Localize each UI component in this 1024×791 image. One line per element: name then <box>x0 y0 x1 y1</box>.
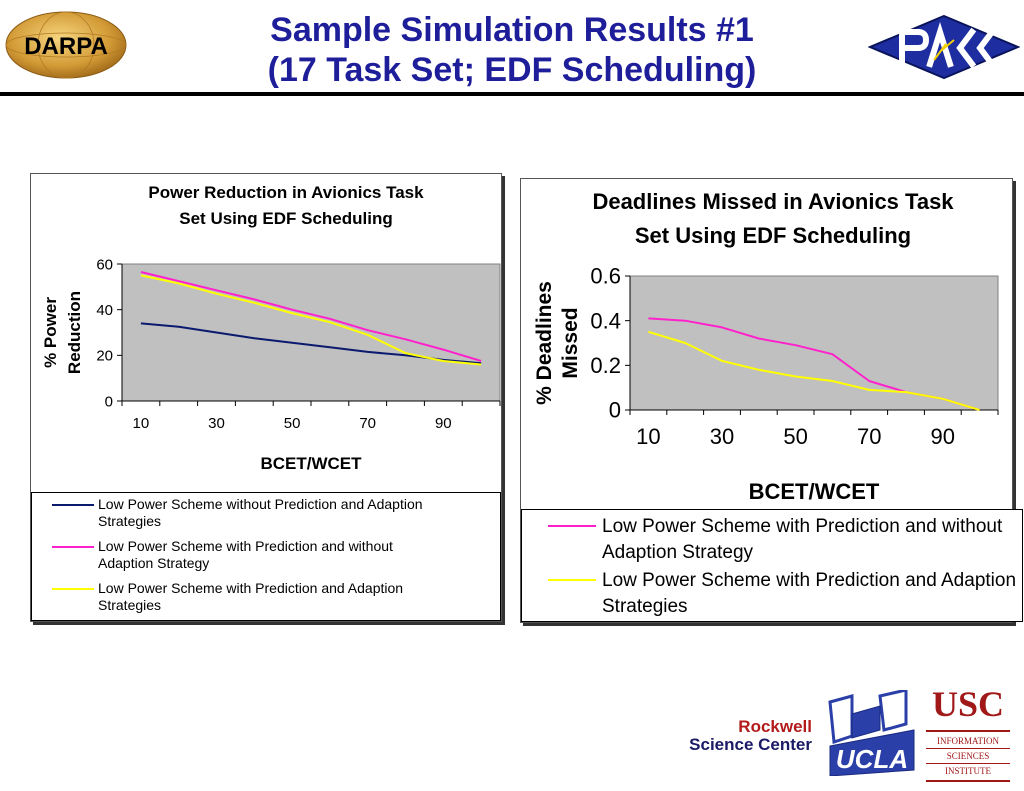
rockwell-logo: Rockwell Science Center <box>640 718 812 754</box>
legend-item-prediction-no-adaption: Low Power Scheme with Prediction and wit… <box>548 514 1002 566</box>
legend-line <box>52 588 94 590</box>
deadlines-missed-chart-panel: 0 0.2 0.4 0.6 10 30 50 70 90 Deadlines Missed in … <box>520 178 1023 623</box>
x-tick-label: 70 <box>359 415 376 432</box>
slide-title-line1: Sample Simulation Results #1 <box>270 11 754 49</box>
legend-label-line2: Strategies <box>602 596 688 617</box>
deadlines-missed-legend: Low Power Scheme with Prediction and wit… <box>521 509 1023 622</box>
series-line-3 <box>140 274 482 366</box>
legend-label-line1: Low Power Scheme with Prediction and Ada… <box>602 570 1017 591</box>
y-axis-label-line: Reduction <box>65 291 84 374</box>
power-reduction-chart: 0 20 40 60 10 30 50 70 90 Power Reduction in Avio… <box>41 183 501 473</box>
chart-title-line: Set Using EDF Scheduling <box>635 223 911 248</box>
legend-line <box>52 504 94 506</box>
darpa-text: DARPA <box>24 33 108 60</box>
x-tick-label: 50 <box>783 424 807 449</box>
y-tick-label: 0.6 <box>590 264 621 289</box>
rockwell-line2: Science Center <box>689 735 812 754</box>
x-axis-label: BCET/WCET <box>749 479 880 504</box>
x-axis-label: BCET/WCET <box>260 454 362 473</box>
darpa-logo: DARPA <box>4 10 128 85</box>
x-tick-label: 10 <box>133 415 150 432</box>
deadlines-missed-chart: 0 0.2 0.4 0.6 10 30 50 70 90 Deadlines Missed in … <box>533 189 999 504</box>
isi-line2: SCIENCES <box>926 749 1010 764</box>
plot-area <box>629 275 999 411</box>
usc-isi-logo: USC INFORMATION SCIENCES INSTITUTE <box>926 684 1010 782</box>
y-tick-label: 60 <box>96 256 113 273</box>
legend-label-line2: Adaption Strategy <box>602 542 754 563</box>
rockwell-line1: Rockwell <box>738 717 812 736</box>
y-axis-label-line: % Power <box>41 297 60 368</box>
y-axis-label-line: % Deadlines <box>533 281 556 405</box>
x-tick-label: 30 <box>208 415 225 432</box>
plot-area <box>121 263 501 402</box>
legend-line <box>548 525 596 527</box>
legend-label-line1: Low Power Scheme with Prediction and Ada… <box>98 580 404 596</box>
power-reduction-chart-panel: 0 20 40 60 10 30 50 70 90 Power Reduction in Avio… <box>30 173 502 622</box>
isi-line1: INFORMATION <box>926 734 1010 749</box>
legend-label-line2: Strategies <box>98 597 162 613</box>
y-tick-label: 40 <box>96 302 113 319</box>
legend-item-no-prediction: Low Power Scheme without Prediction and … <box>52 496 423 530</box>
ucla-text: UCLA <box>836 744 908 774</box>
isi-box: INFORMATION SCIENCES INSTITUTE <box>926 730 1010 782</box>
y-tick-label: 0 <box>609 398 621 423</box>
isi-line3: INSTITUTE <box>945 766 991 776</box>
legend-label-line1: Low Power Scheme with Prediction and wit… <box>98 538 393 554</box>
legend-label-line1: Low Power Scheme without Prediction and … <box>98 496 423 512</box>
legend-item-prediction-no-adaption: Low Power Scheme with Prediction and wit… <box>52 538 393 572</box>
legend-line <box>52 546 94 548</box>
usc-text: USC <box>931 684 1005 724</box>
x-tick-label: 50 <box>284 415 301 432</box>
legend-label-line1: Low Power Scheme with Prediction and wit… <box>602 516 1003 537</box>
chart-title-line: Deadlines Missed in Avionics Task <box>592 189 954 214</box>
pacc-logo <box>867 14 1021 85</box>
slide-title-line2: (17 Task Set; EDF Scheduling) <box>267 51 757 89</box>
x-tick-label: 30 <box>710 424 734 449</box>
x-tick-label: 90 <box>435 415 452 432</box>
y-tick-label: 20 <box>96 348 113 365</box>
legend-item-prediction-adaption: Low Power Scheme with Prediction and Ada… <box>548 568 1016 620</box>
y-axis-label-line: Missed <box>559 307 582 378</box>
y-tick-label: 0 <box>105 393 113 410</box>
x-tick-label: 10 <box>636 424 660 449</box>
legend-item-prediction-adaption: Low Power Scheme with Prediction and Ada… <box>52 580 403 614</box>
power-reduction-legend: Low Power Scheme without Prediction and … <box>31 492 501 621</box>
legend-label-line2: Strategies <box>98 513 162 529</box>
x-tick-label: 70 <box>857 424 881 449</box>
y-tick-label: 0.4 <box>590 308 621 333</box>
ucla-logo: UCLA <box>826 688 920 781</box>
chart-title-line: Power Reduction in Avionics Task <box>148 183 424 202</box>
header-rule <box>0 92 1024 96</box>
y-tick-label: 0.2 <box>590 353 621 378</box>
legend-line <box>548 579 596 581</box>
series-line-2 <box>140 271 482 362</box>
legend-label-line2: Adaption Strategy <box>98 555 210 571</box>
chart-title-line: Set Using EDF Scheduling <box>179 209 392 228</box>
series-line-2 <box>648 330 980 411</box>
x-tick-label: 90 <box>931 424 955 449</box>
